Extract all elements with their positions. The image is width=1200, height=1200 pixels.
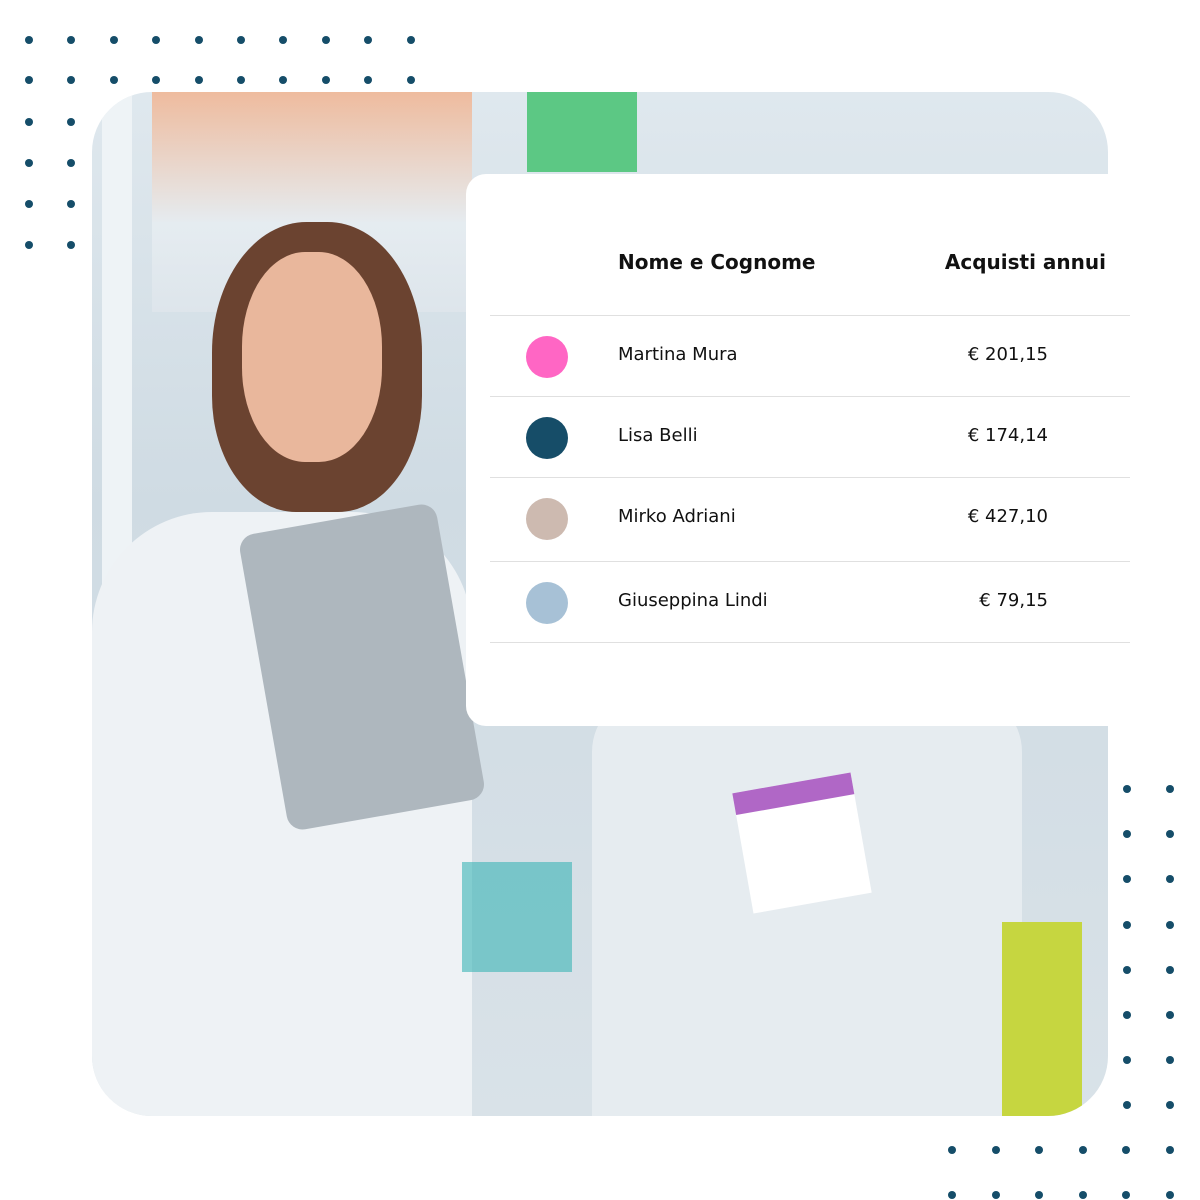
dot [1122,1191,1131,1199]
customer-name: Martina Mura [618,344,738,365]
dot [25,76,33,84]
dot [25,200,33,208]
dot [1078,1191,1087,1199]
dot [109,76,118,84]
dot [109,36,118,44]
dot [25,36,33,44]
color-swatch [526,336,568,378]
dot [1123,1101,1131,1110]
dot [1123,875,1131,884]
table-row: Giuseppina Lindi € 79,15 [490,561,1130,643]
dot [152,76,161,84]
dot [948,1146,956,1154]
dot [1166,1101,1174,1110]
dot [237,76,245,84]
dot [1166,785,1174,793]
dot [67,36,76,44]
dot [194,36,203,44]
dot [152,36,161,44]
dot [279,76,288,84]
dot [948,1191,956,1199]
annual-purchases: € 201,15 [967,344,1048,365]
dot [1166,1011,1174,1019]
dot [67,118,75,126]
dot [1166,830,1174,839]
column-header-purchases: Acquisti annui [944,250,1106,274]
dot [194,76,203,84]
dot [1166,1146,1174,1154]
dot [1166,965,1174,974]
dot [25,118,33,126]
dot [1123,1011,1131,1019]
dot [67,200,75,208]
dot [1035,1146,1044,1154]
customer-purchases-table: Nome e Cognome Acquisti annui Martina Mu… [466,174,1130,726]
table-row: Mirko Adriani € 427,10 [490,477,1130,562]
dot [67,241,75,249]
dot [1166,1056,1174,1065]
dot [1166,875,1174,884]
dot [67,76,76,84]
color-swatch [526,582,568,624]
dot [1122,1146,1131,1154]
dot [991,1191,1000,1199]
dot [25,241,33,249]
dot [364,76,373,84]
column-header-name: Nome e Cognome [618,250,816,274]
dot [1123,920,1131,929]
dot [1166,1191,1174,1199]
annual-purchases: € 427,10 [967,506,1048,527]
dot [321,76,330,84]
dot [406,36,415,44]
customer-name: Lisa Belli [618,425,698,446]
table-row: Martina Mura € 201,15 [490,315,1130,397]
dot [1123,830,1131,839]
annual-purchases: € 79,15 [979,590,1048,611]
dot [991,1146,1000,1154]
dot [1123,1056,1131,1065]
dot [1123,965,1131,974]
dot [1035,1191,1044,1199]
color-swatch [526,498,568,540]
dot [1078,1146,1087,1154]
dot [67,159,75,167]
annual-purchases: € 174,14 [967,425,1048,446]
dot [364,36,373,44]
dot [1166,920,1174,929]
table-row: Lisa Belli € 174,14 [490,396,1130,478]
customer-name: Giuseppina Lindi [618,590,768,611]
dot [237,36,245,44]
dot [279,36,288,44]
dot [25,159,33,167]
dot [321,36,330,44]
color-swatch [526,417,568,459]
dot [1123,785,1131,793]
dot [406,76,415,84]
customer-name: Mirko Adriani [618,506,736,527]
